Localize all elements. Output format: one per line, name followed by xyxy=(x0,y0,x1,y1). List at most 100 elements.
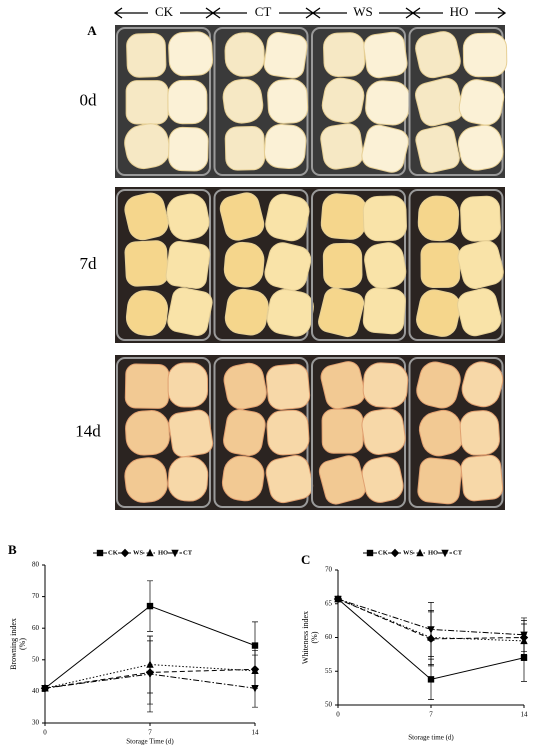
apple-slice xyxy=(223,409,266,457)
x-tick-label: 7 xyxy=(148,729,152,737)
apple-slice xyxy=(266,409,310,456)
arrow xyxy=(311,7,347,19)
panel-label: A xyxy=(87,23,97,38)
y-tick-label: 55 xyxy=(325,667,333,675)
arrow xyxy=(113,7,148,19)
marker xyxy=(334,595,342,604)
marker xyxy=(520,631,528,639)
apple-slice xyxy=(267,79,309,124)
apple-slice xyxy=(265,363,311,410)
apple-slice xyxy=(460,195,501,242)
apple-slice xyxy=(416,289,461,337)
apple-slice xyxy=(165,241,211,289)
apple-slice xyxy=(416,361,461,409)
x-tick-label: 0 xyxy=(336,711,340,719)
apple-slice xyxy=(167,287,213,336)
apple-slice xyxy=(264,242,312,291)
marker xyxy=(416,548,424,557)
apple-slice xyxy=(125,410,170,456)
x-axis-label: Storage time (d) xyxy=(408,734,454,742)
series-line xyxy=(337,598,525,640)
apple-slice xyxy=(219,192,265,241)
apple-slice xyxy=(265,193,310,242)
apple-slice xyxy=(320,361,366,410)
legend-label: CK xyxy=(378,549,388,556)
arrow xyxy=(475,7,507,19)
apple-slice xyxy=(321,408,364,454)
apple-slice xyxy=(264,123,307,170)
y-tick-label: 65 xyxy=(325,599,333,607)
legend-label: CT xyxy=(183,549,193,556)
tray xyxy=(116,27,211,176)
apple-slice xyxy=(168,409,214,458)
row-label: 0d xyxy=(80,90,98,109)
y-tick-label: 30 xyxy=(32,719,40,727)
apple-slice xyxy=(457,124,504,171)
apple-slice xyxy=(126,32,167,78)
marker xyxy=(120,548,130,558)
y-tick-label: 50 xyxy=(32,655,40,663)
apple-slice xyxy=(318,287,365,338)
apple-slice xyxy=(263,32,308,79)
apple-slice xyxy=(361,124,409,173)
marker xyxy=(171,549,179,558)
apple-slice xyxy=(167,456,209,502)
x-tick-label: 14 xyxy=(521,711,529,719)
x-tick-label: 0 xyxy=(43,729,47,737)
apple-slice xyxy=(459,410,500,456)
tray xyxy=(116,189,211,341)
marker xyxy=(390,548,400,558)
legend-label: HO xyxy=(158,549,168,556)
apple-slice xyxy=(361,456,404,503)
apple-slice xyxy=(322,242,363,289)
y-tick-label: 70 xyxy=(325,566,333,574)
panel-label: B xyxy=(8,542,17,557)
marker xyxy=(366,549,374,557)
column-label: CT xyxy=(255,4,272,19)
apple-slice xyxy=(221,455,265,502)
arrow xyxy=(279,7,315,19)
tray xyxy=(408,189,504,341)
legend-label: CT xyxy=(453,549,463,556)
apple-slice xyxy=(320,123,364,170)
apple-slice xyxy=(222,78,264,124)
apple-slice xyxy=(457,288,502,337)
marker xyxy=(427,676,435,683)
y-tick-label: 60 xyxy=(325,633,333,641)
column-label: WS xyxy=(353,4,373,19)
apple-slice xyxy=(320,193,367,240)
apple-slice xyxy=(462,32,508,78)
x-tick-label: 14 xyxy=(252,729,260,737)
apple-slice xyxy=(125,290,169,336)
apple-slice xyxy=(166,193,210,241)
apple-slice xyxy=(224,288,269,336)
apple-slice xyxy=(458,79,505,126)
marker xyxy=(427,626,435,634)
tray xyxy=(408,357,504,508)
apple-slice xyxy=(323,32,366,77)
y-axis-label: (%) xyxy=(310,631,319,643)
apple-slice xyxy=(125,80,169,125)
y-tick-label: 60 xyxy=(32,624,40,632)
apple-slice xyxy=(124,240,169,287)
row-label: 14d xyxy=(75,421,101,440)
marker xyxy=(96,549,104,557)
column-label: CK xyxy=(155,4,174,19)
apple-slice xyxy=(265,455,314,504)
y-tick-label: 50 xyxy=(325,701,333,709)
marker xyxy=(146,548,154,557)
apple-slice xyxy=(363,31,408,79)
x-tick-label: 7 xyxy=(429,711,433,719)
marker xyxy=(41,685,49,693)
apple-slice xyxy=(417,195,460,242)
legend-label: WS xyxy=(133,549,144,556)
apple-slice xyxy=(167,79,208,125)
x-axis-label: Storage Time (d) xyxy=(126,738,174,746)
apple-slice xyxy=(365,80,411,126)
y-axis-label: Whiteness index xyxy=(301,611,310,664)
apple-slice xyxy=(168,126,209,172)
apple-slice xyxy=(457,240,504,289)
marker xyxy=(251,685,259,693)
y-axis-label: (%) xyxy=(18,638,27,650)
